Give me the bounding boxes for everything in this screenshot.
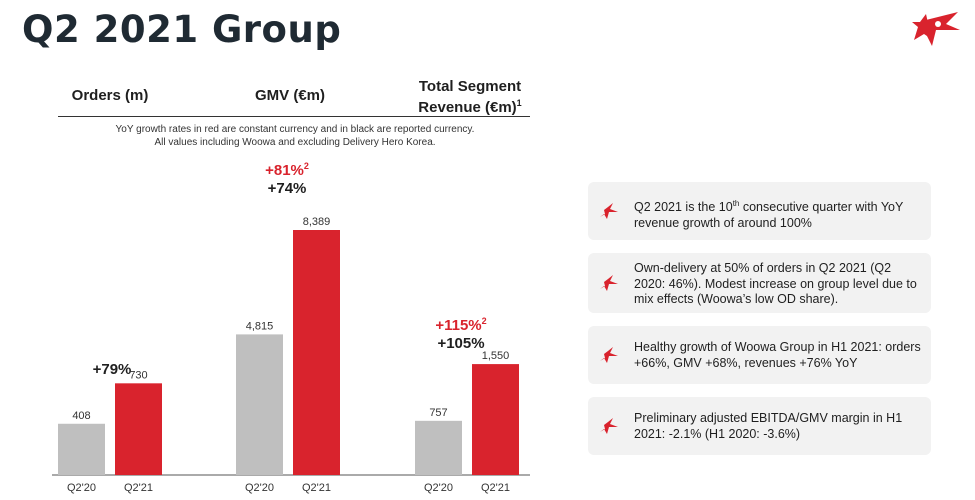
star-bullet-icon (600, 203, 618, 219)
gmv-value-label-2: 8,389 (303, 216, 331, 228)
column-header-revenue-line2-text: Revenue (€m) (418, 99, 517, 116)
bullet-panel-3: Healthy growth of Woowa Group in H1 2021… (588, 326, 931, 384)
star-bullet-icon (600, 275, 618, 291)
revenue-bar-2 (472, 364, 519, 475)
column-header-revenue-line2: Revenue (€m)1 (408, 95, 532, 116)
revenue-value-label-2: 1,550 (482, 350, 510, 362)
footnote-text: YoY growth rates in red are constant cur… (60, 123, 530, 149)
growth-gmv-red-sup: 2 (303, 161, 309, 171)
gmv-bar-1 (236, 334, 283, 475)
growth-gmv-black: +74% (267, 180, 307, 197)
growth-revenue-black: +105% (437, 335, 485, 352)
revenue-category-label-1: Q2'20 (424, 482, 453, 494)
footnote-line-1: YoY growth rates in red are constant cur… (115, 124, 475, 135)
column-header-revenue-line1: Total Segment (418, 78, 522, 95)
revenue-category-label-2: Q2'21 (481, 482, 510, 494)
column-header-revenue-sup: 1 (516, 98, 522, 108)
orders-bar-1 (58, 423, 105, 475)
column-header-revenue: Total Segment Revenue (€m)1 (408, 78, 532, 116)
growth-gmv-red-value: +81% (265, 162, 304, 179)
bullet-text-3: Healthy growth of Woowa Group in H1 2021… (634, 340, 921, 370)
bullet-text-1: Q2 2021 is the 10th consecutive quarter … (634, 196, 921, 231)
footnote-line-2: All values including Woowa and excluding… (154, 137, 436, 148)
growth-revenue-red-sup: 2 (481, 316, 487, 326)
revenue-bar-1 (415, 420, 462, 475)
header-divider (58, 116, 530, 117)
growth-revenue-red-value: +115% (435, 317, 482, 334)
growth-gmv-red: +81%2 (227, 157, 347, 180)
bullet-panel-1: Q2 2021 is the 10th consecutive quarter … (588, 182, 931, 240)
bullet-text-1-post: consecutive quarter with YoY revenue gro… (634, 200, 904, 230)
growth-revenue: +115%2 +105% (401, 312, 521, 353)
revenue-value-label-1: 757 (429, 407, 447, 419)
orders-category-label-1: Q2'20 (67, 482, 96, 494)
column-header-orders: Orders (m) (71, 87, 149, 104)
orders-value-label-1: 408 (72, 410, 90, 422)
delivery-hero-logo-icon (912, 12, 960, 46)
gmv-value-label-1: 4,815 (246, 320, 274, 332)
orders-value-label-2: 730 (129, 369, 147, 381)
bullet-text-2: Own-delivery at 50% of orders in Q2 2021… (634, 261, 917, 306)
growth-gmv: +81%2 +74% (227, 157, 347, 198)
bullet-text-4: Preliminary adjusted EBITDA/GMV margin i… (634, 411, 903, 441)
orders-bar-2 (115, 383, 162, 475)
page-title: Q2 2021 Group (22, 8, 342, 51)
column-header-gmv: GMV (€m) (254, 87, 325, 104)
bullet-panel-4: Preliminary adjusted EBITDA/GMV margin i… (588, 397, 931, 455)
star-bullet-icon (600, 418, 618, 434)
gmv-category-label-1: Q2'20 (245, 482, 274, 494)
growth-revenue-red: +115%2 (401, 312, 521, 335)
bullet-text-1-pre: Q2 2021 is the 10 (634, 200, 733, 215)
bullet-text-1-sup: th (732, 199, 740, 208)
growth-orders: +79% (52, 361, 172, 378)
bullet-panel-2: Own-delivery at 50% of orders in Q2 2021… (588, 253, 931, 313)
gmv-category-label-2: Q2'21 (302, 482, 331, 494)
growth-orders-black: +79% (92, 361, 132, 378)
gmv-bar-2 (293, 230, 340, 475)
orders-category-label-2: Q2'21 (124, 482, 153, 494)
star-bullet-icon (600, 347, 618, 363)
